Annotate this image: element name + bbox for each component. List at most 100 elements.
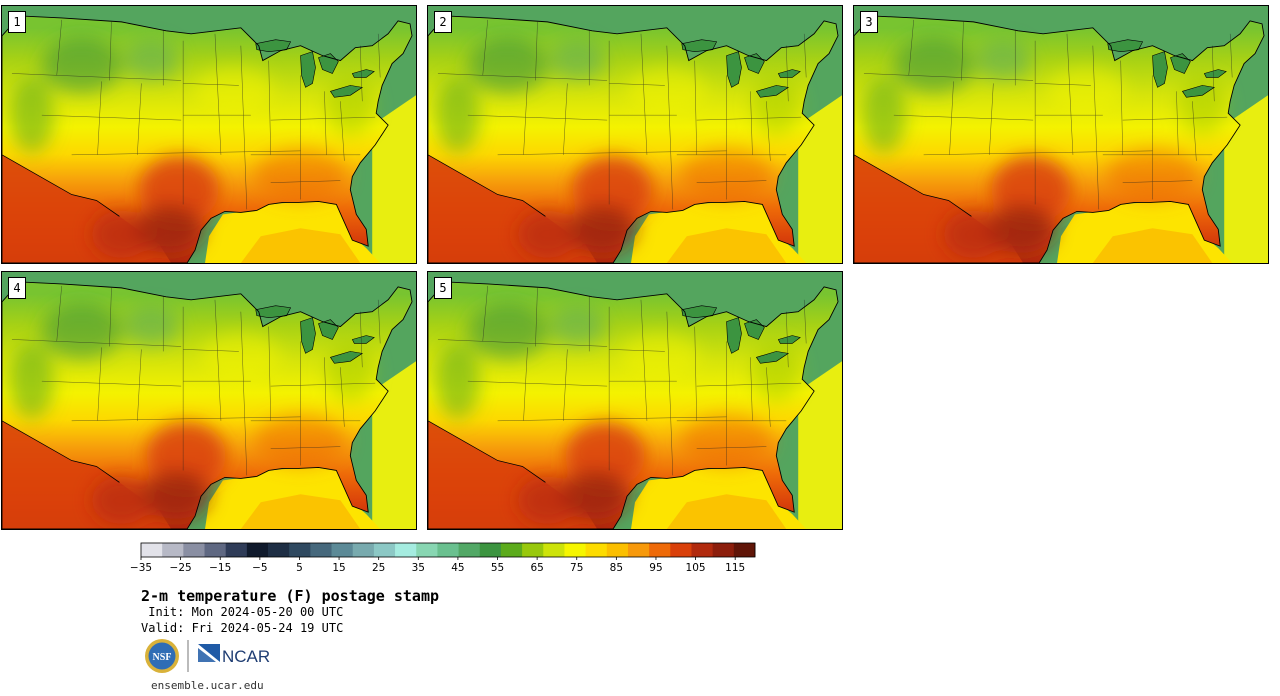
state-border <box>1035 83 1091 86</box>
temperature-blob <box>565 421 645 490</box>
state-border <box>437 339 608 347</box>
colorbar-segment <box>458 543 481 557</box>
colorbar-segment <box>733 543 756 557</box>
colorbar-tick-label: 85 <box>610 562 623 574</box>
map-canvas <box>854 6 1268 263</box>
great-lake <box>255 305 292 318</box>
map-panel-4: 4 <box>1 271 417 530</box>
colorbar-segment <box>564 543 587 557</box>
state-border <box>640 299 648 421</box>
great-lake <box>255 39 292 52</box>
gulf-warm-core <box>240 228 361 263</box>
state-border <box>694 326 697 421</box>
panel-number: 1 <box>8 11 26 33</box>
colorbar-segment <box>310 543 332 557</box>
colorbar-segment <box>141 543 163 557</box>
state-border <box>437 73 608 81</box>
logos: NSF NCAR <box>145 639 270 673</box>
state-border <box>563 83 568 155</box>
state-border <box>183 416 301 420</box>
atlantic-warm-water <box>1224 95 1268 263</box>
state-border <box>1122 116 1228 121</box>
state-border <box>1092 45 1100 210</box>
map-canvas <box>2 6 416 263</box>
great-lake <box>777 69 801 78</box>
great-lake <box>1107 39 1144 52</box>
state-border <box>1035 150 1153 154</box>
temperature-colorbar: −35 −25 −15 −5 5 15 25 35 45 55 65 75 85 95 105 115 <box>130 542 756 574</box>
panel-number: 2 <box>434 11 452 33</box>
state-border <box>340 367 345 427</box>
temperature-blob <box>194 66 274 115</box>
colorbar-segment <box>246 543 269 557</box>
temperature-map <box>2 272 416 529</box>
temperature-blob <box>987 205 1056 254</box>
colorbar-segment <box>500 543 523 557</box>
map-panel-1: 1 <box>1 5 417 264</box>
temperature-blob <box>572 155 652 224</box>
init-time: Init: Mon 2024-05-20 00 UTC <box>141 605 344 619</box>
temperature-blob <box>123 40 180 81</box>
gulf-warm-core <box>666 494 787 529</box>
great-lake <box>755 85 790 98</box>
colorbar-tick-label: 75 <box>570 562 583 574</box>
state-border <box>324 357 327 421</box>
temperature-blob <box>549 306 606 347</box>
state-border <box>609 150 727 154</box>
state-border <box>137 83 142 155</box>
website-link[interactable]: ensemble.ucar.edu <box>151 679 264 692</box>
state-border <box>1192 101 1197 161</box>
colorbar-segment <box>691 543 714 557</box>
state-border <box>56 19 62 76</box>
temperature-blob <box>91 210 152 259</box>
colorbar-segment <box>585 543 608 557</box>
us-mexico-border <box>854 154 972 217</box>
gulf-warm-core <box>240 494 361 529</box>
temperature-blob <box>517 210 578 259</box>
state-border <box>1212 45 1215 102</box>
state-borders <box>11 285 381 476</box>
ncar-logo: NCAR <box>198 644 270 666</box>
state-border <box>750 357 753 421</box>
temperature-map <box>2 6 416 263</box>
state-border <box>183 349 239 352</box>
temperature-blob <box>975 40 1032 81</box>
atlantic-warm-water <box>798 95 842 263</box>
state-border <box>1122 180 1193 183</box>
temperature-blob <box>620 332 700 381</box>
state-border <box>923 152 1036 156</box>
state-border <box>270 382 376 387</box>
temperature-blob <box>9 77 54 153</box>
colorbar-tick-label: 95 <box>649 562 662 574</box>
state-border <box>1120 60 1123 155</box>
colorbar-segment <box>479 543 502 557</box>
map-panel-2: 2 <box>427 5 843 264</box>
temperature-blob <box>91 476 152 525</box>
state-border <box>109 21 112 81</box>
temperature-anomalies <box>435 303 801 525</box>
state-border <box>97 347 102 421</box>
great-lake <box>300 317 316 354</box>
state-border <box>666 311 674 476</box>
temperature-blob <box>326 75 375 135</box>
map-canvas <box>428 6 842 263</box>
colorbar-tick-label: 25 <box>372 562 385 574</box>
state-border <box>786 311 789 368</box>
state-border <box>270 116 376 121</box>
state-border <box>97 81 102 155</box>
atlantic-warm-water <box>372 361 416 529</box>
state-border <box>696 116 802 121</box>
state-borders <box>437 19 807 210</box>
us-mexico-border <box>2 420 120 483</box>
state-border <box>340 101 345 161</box>
state-border <box>863 73 1034 81</box>
great-lake <box>300 51 316 88</box>
state-border <box>961 21 964 81</box>
state-border <box>523 347 528 421</box>
state-border <box>270 180 341 183</box>
state-border <box>694 60 697 155</box>
state-border <box>766 367 771 427</box>
temperature-anomalies <box>861 37 1227 259</box>
temperature-map <box>854 6 1268 263</box>
colorbar-segment <box>437 543 459 557</box>
